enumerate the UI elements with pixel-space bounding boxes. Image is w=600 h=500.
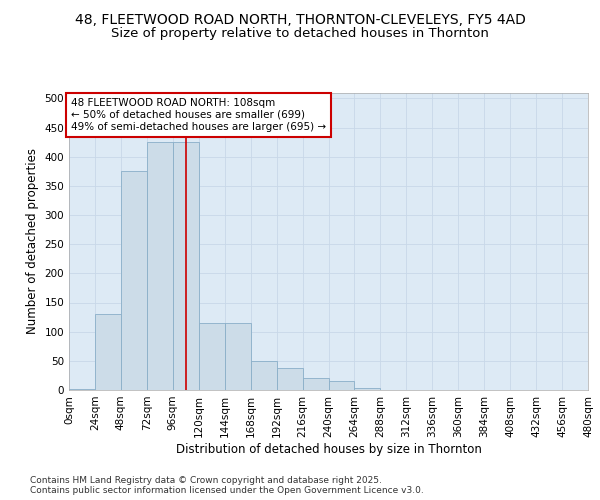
Bar (277, 368, 302, 390)
Bar (69, 389, 95, 390)
Text: 48, FLEETWOOD ROAD NORTH, THORNTON-CLEVELEYS, FY5 4AD: 48, FLEETWOOD ROAD NORTH, THORNTON-CLEVE… (74, 12, 526, 26)
Bar (302, 378, 329, 390)
Bar (329, 381, 355, 390)
Bar (251, 361, 277, 390)
Text: Contains HM Land Registry data © Crown copyright and database right 2025.
Contai: Contains HM Land Registry data © Crown c… (30, 476, 424, 495)
Bar (355, 388, 380, 390)
Bar (173, 142, 199, 390)
Bar (95, 314, 121, 390)
Bar (225, 323, 251, 390)
X-axis label: Distribution of detached houses by size in Thornton: Distribution of detached houses by size … (176, 442, 481, 456)
Text: Size of property relative to detached houses in Thornton: Size of property relative to detached ho… (111, 28, 489, 40)
Bar (147, 142, 173, 390)
Bar (199, 323, 224, 390)
Text: 48 FLEETWOOD ROAD NORTH: 108sqm
← 50% of detached houses are smaller (699)
49% o: 48 FLEETWOOD ROAD NORTH: 108sqm ← 50% of… (71, 98, 326, 132)
Bar (121, 171, 147, 390)
Y-axis label: Number of detached properties: Number of detached properties (26, 148, 39, 334)
